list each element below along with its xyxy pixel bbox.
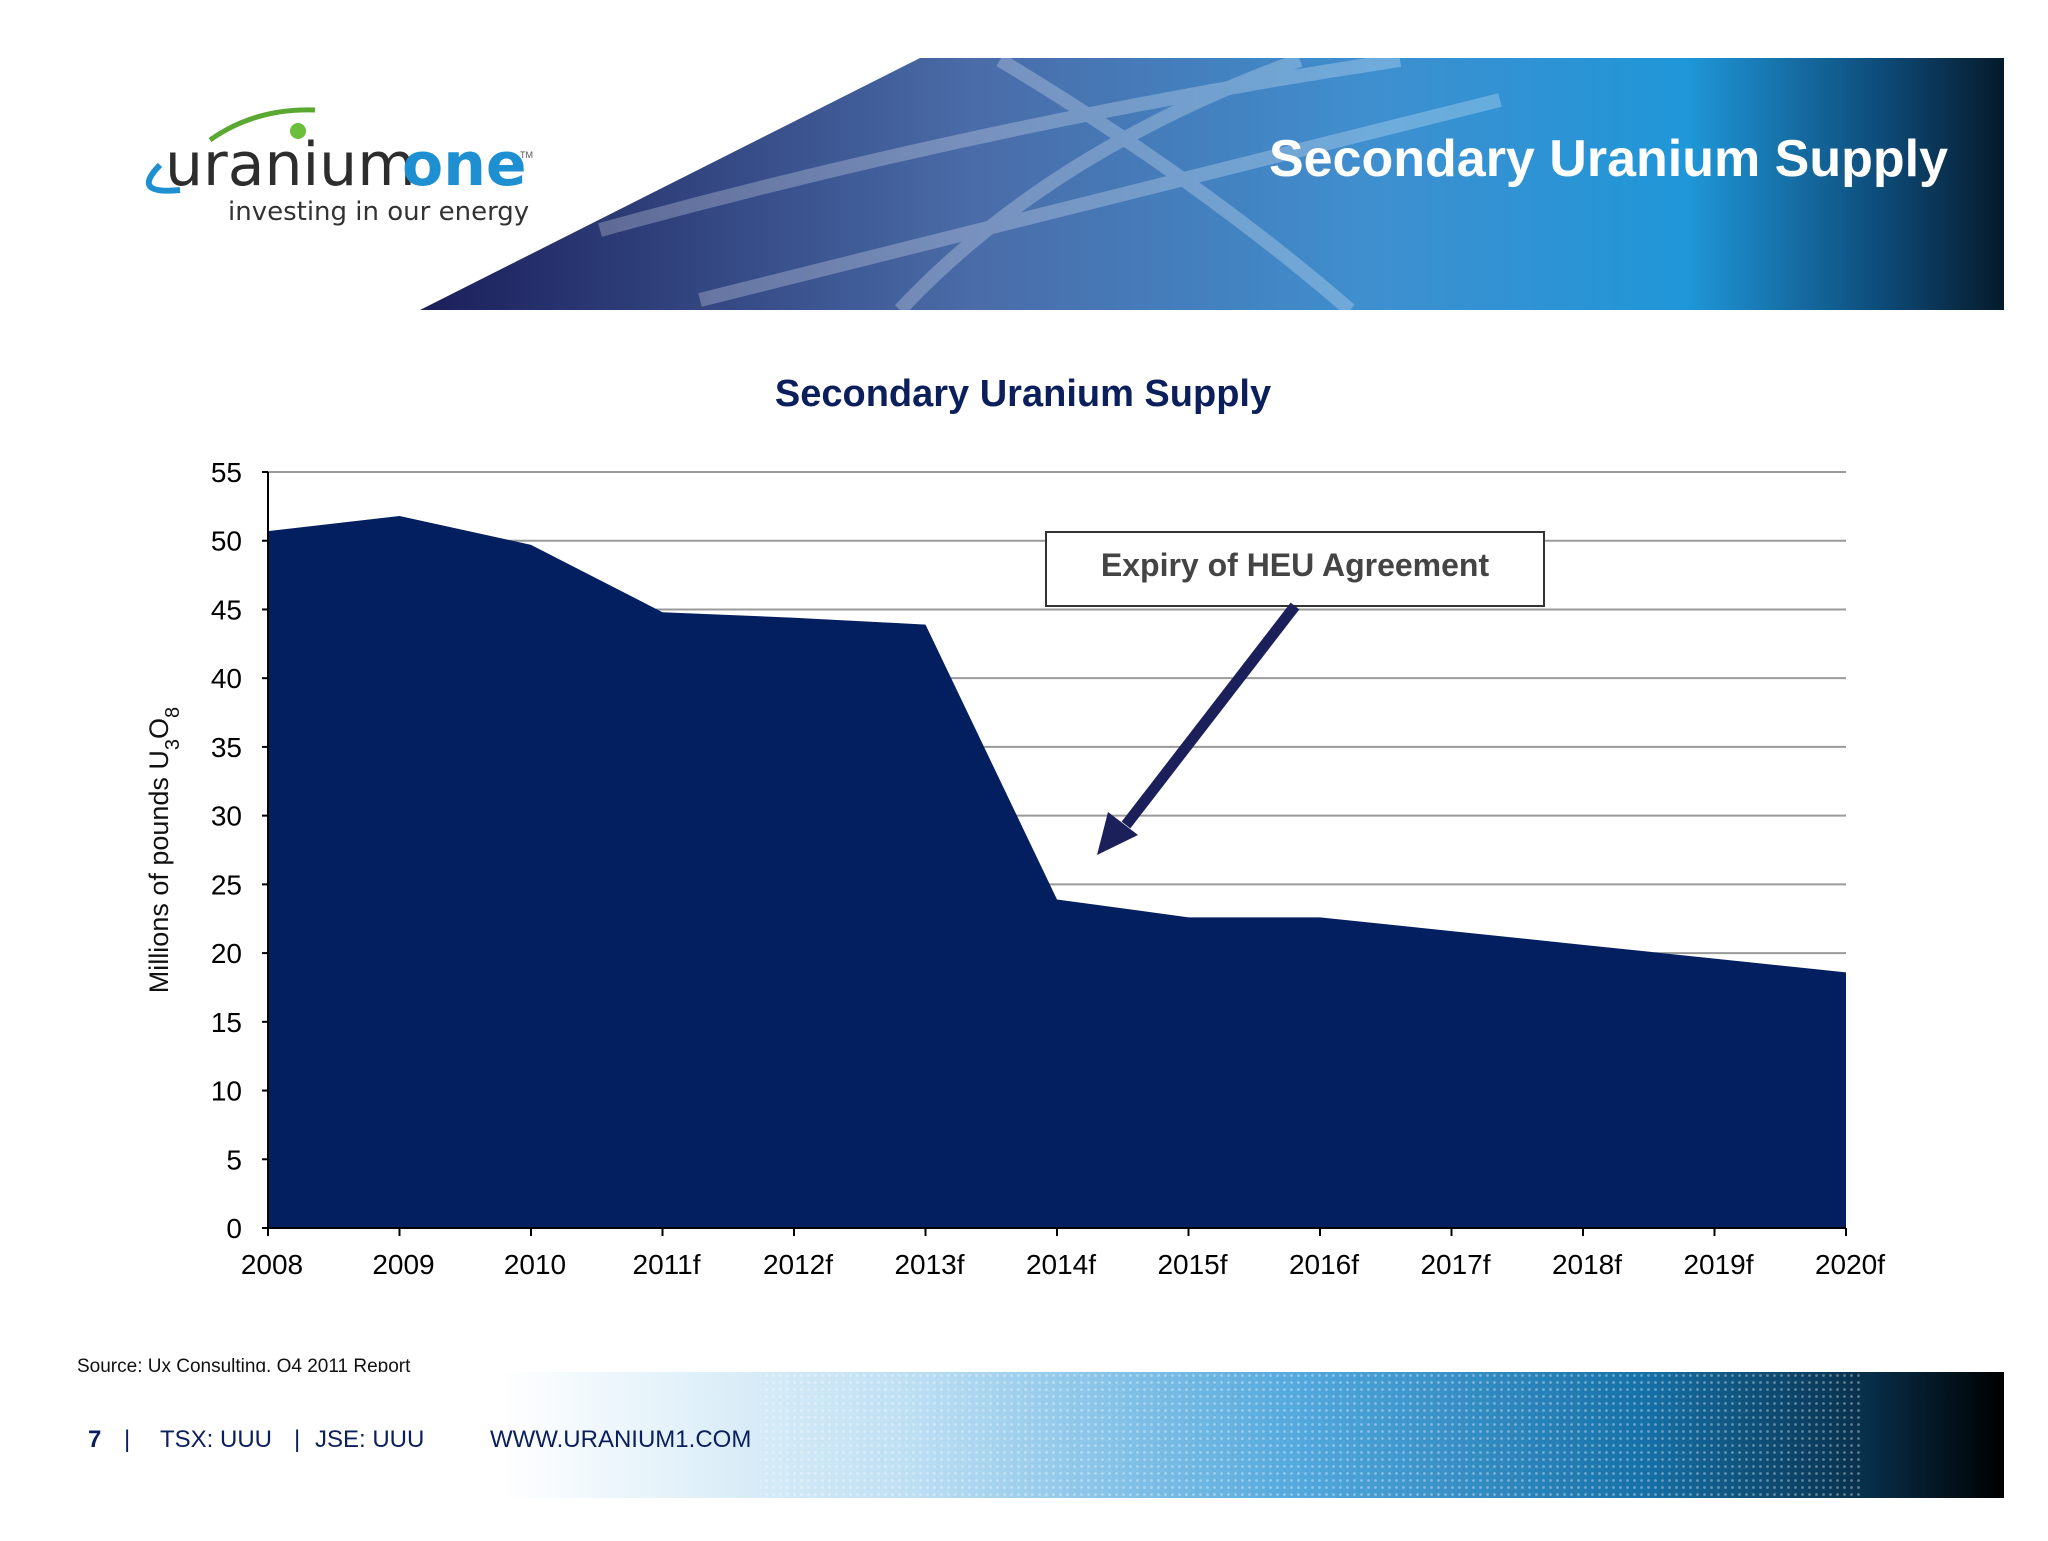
y-tick-labels: 0 5 10 15 20 25 30 35 40 45 50 55 <box>211 457 242 1244</box>
y-tick-label: 40 <box>211 663 242 694</box>
logo-word-right: one <box>402 130 527 200</box>
annotation-box <box>1045 531 1545 607</box>
x-tick-labels: 2008 2009 2010 2011f 2012f 2013f 2014f 2015f 201… <box>241 1228 1885 1280</box>
y-tick-label: 55 <box>211 457 242 488</box>
x-tick-label: 2010 <box>504 1249 566 1280</box>
header-title: Secondary Uranium Supply <box>1269 130 1948 188</box>
x-tick-label: 2008 <box>241 1249 303 1280</box>
footer-separator-2: | <box>294 1426 300 1453</box>
footer-website-link[interactable]: WWW.URANIUM1.COM <box>490 1426 751 1453</box>
footer-jse: JSE: UUU <box>315 1426 424 1453</box>
x-tick-label: 2012f <box>763 1249 833 1280</box>
annotation-text: Expiry of HEU Agreement <box>1101 547 1490 583</box>
y-tick-label: 10 <box>211 1076 242 1107</box>
y-axis-title: Millions of pounds U3O8 <box>144 707 184 993</box>
y-tick-label: 50 <box>211 526 242 557</box>
x-tick-label: 2020f <box>1815 1249 1885 1280</box>
annotation-arrow-shaft <box>1121 602 1300 829</box>
logo-blue-swoosh <box>145 162 181 194</box>
y-tick-label: 0 <box>226 1213 242 1244</box>
logo-tagline: investing in our energy <box>228 197 529 227</box>
chart-title: Secondary Uranium Supply <box>775 373 1271 415</box>
x-tick-label: 2016f <box>1289 1249 1359 1280</box>
x-tick-label: 2019f <box>1683 1249 1753 1280</box>
header-banner: Secondary Uranium Supply <box>420 58 2004 310</box>
footer-tsx: TSX: UUU <box>160 1426 272 1453</box>
logo-dot-icon <box>290 123 306 139</box>
footer-bar: 7 | TSX: UUU | JSE: UUU WWW.URANIUM1.COM <box>0 1372 2004 1498</box>
y-tick-label: 5 <box>226 1144 242 1175</box>
y-tick-label: 25 <box>211 869 242 900</box>
y-tick-label: 45 <box>211 594 242 625</box>
x-tick-label: 2009 <box>372 1249 434 1280</box>
y-tick-label: 15 <box>211 1007 242 1038</box>
logo-trademark: TM <box>520 150 533 160</box>
x-tick-label: 2014f <box>1026 1249 1096 1280</box>
footer-separator-1: | <box>124 1426 130 1453</box>
y-tick-label: 30 <box>211 801 242 832</box>
x-tick-label: 2011f <box>633 1249 701 1280</box>
source-note: Source: Ux Consulting, Q4 2011 Report <box>77 1356 411 1377</box>
annotation-arrowhead-icon <box>1097 812 1138 855</box>
x-tick-label: 2017f <box>1420 1249 1490 1280</box>
logo-word-left: uranium <box>165 130 416 200</box>
page-number: 7 <box>88 1426 101 1453</box>
y-tick-label: 20 <box>211 938 242 969</box>
annotation-callout: Expiry of HEU Agreement <box>1045 531 1545 855</box>
footer-world-map-pattern <box>760 1372 1860 1498</box>
x-tick-label: 2018f <box>1552 1249 1622 1280</box>
logo-green-swoosh <box>208 107 316 143</box>
area-chart: Secondary Uranium Supply 0 5 10 15 20 25 30 35 4… <box>144 373 1885 1280</box>
company-logo: uranium one TM investing in our energy <box>145 107 533 227</box>
x-tick-label: 2013f <box>894 1249 964 1280</box>
x-tick-label: 2015f <box>1157 1249 1227 1280</box>
area-series <box>268 515 1846 1228</box>
y-tick-label: 35 <box>211 732 242 763</box>
